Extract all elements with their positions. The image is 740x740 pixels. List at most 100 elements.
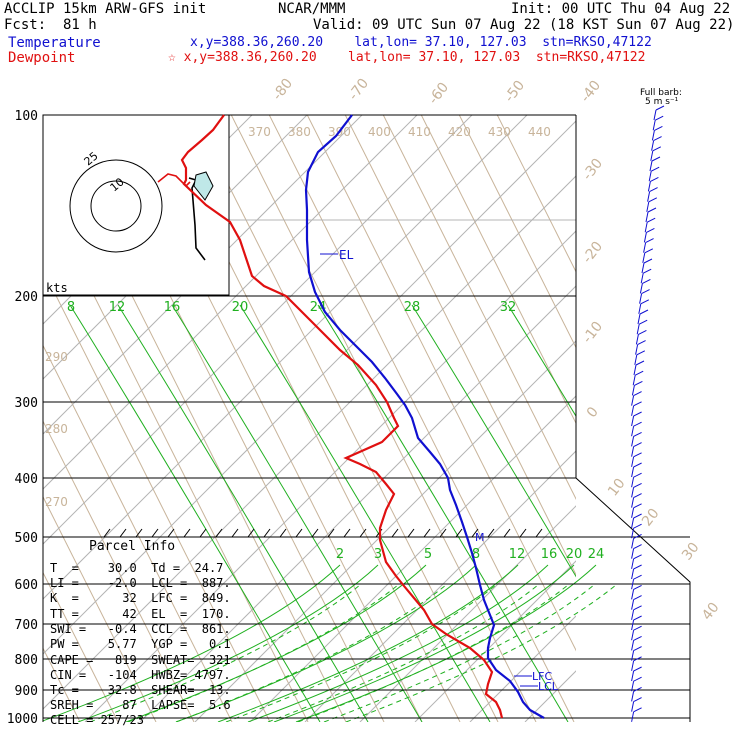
parcel-row: K = 32 LFC = 849.: [50, 591, 231, 605]
wind-barb-staff: [631, 558, 635, 569]
m-label: M: [475, 531, 485, 544]
theta-label: 430: [488, 125, 511, 139]
isotherm-label: -80: [270, 76, 297, 104]
hash-mark: [167, 528, 175, 538]
mixing-ratio-label: 20: [566, 547, 583, 562]
mixing-ratio-label: 12: [109, 300, 126, 315]
wind-barb-flag: [633, 584, 642, 590]
wind-barb-flag: [633, 595, 642, 601]
wind-barb-flag: [633, 554, 642, 560]
wind-barb-staff: [631, 456, 635, 467]
parcel-row: CIN = -104 HWBZ= 4797.: [50, 668, 231, 682]
wind-barb-staff: [631, 701, 635, 712]
wind-barb-flag: [649, 187, 658, 193]
isotherm-label: -70: [346, 76, 373, 104]
dry-adiabat: [43, 117, 347, 722]
wind-barb-flag: [633, 707, 642, 713]
wind-barb-staff: [646, 201, 650, 212]
wind-barb-staff: [649, 160, 653, 172]
mixing-ratio-line: [69, 304, 321, 722]
parcel-info-title: Parcel Info: [89, 539, 176, 554]
wind-barb-flag: [633, 482, 642, 488]
wind-barb-flag: [651, 156, 661, 162]
wind-barb-flag: [633, 431, 642, 437]
wind-barb-staff: [647, 181, 651, 192]
wind-barb-flag: [633, 493, 642, 499]
wind-barb-flag: [655, 105, 665, 111]
mixing-ratio-label: 16: [541, 547, 558, 562]
hash-mark: [151, 528, 159, 538]
isotherm: [43, 120, 576, 655]
dry-adiabat: [43, 571, 119, 722]
isotherm: [359, 505, 576, 722]
isotherm-label: 10: [605, 476, 629, 500]
hash-mark: [311, 528, 319, 538]
hash-mark: [199, 528, 207, 538]
hash-mark: [391, 528, 399, 538]
wind-barb-staff: [631, 466, 635, 478]
wind-barb-flag: [654, 125, 663, 131]
hash-mark: [263, 528, 271, 538]
isotherm: [194, 340, 576, 722]
wind-barb-staff: [639, 293, 643, 304]
isotherm: [43, 115, 473, 545]
wind-barb-staff: [652, 120, 656, 131]
isotherm-label: -20: [580, 239, 607, 267]
wind-barb-flag: [633, 615, 642, 621]
wind-barb-flag: [643, 258, 653, 264]
wind-barb-staff: [631, 395, 635, 406]
theta-label: 400: [368, 125, 391, 139]
isotherm-label: -50: [502, 78, 529, 106]
hodograph-ring-outer: [69, 159, 163, 253]
isotherm-label: 40: [699, 600, 723, 624]
isotherm: [139, 285, 576, 722]
valid-time: Valid: 09 UTC Sun 07 Aug 22 (18 KST Sun …: [313, 17, 735, 33]
wind-barb-staff: [631, 548, 635, 559]
hodograph-ring-inner: [90, 180, 142, 232]
mixing-ratio-label: 24: [310, 300, 327, 315]
wind-barb-staff: [631, 477, 635, 488]
hash-mark: [247, 528, 255, 538]
wind-barb-staff: [631, 711, 635, 722]
theta-label: 290: [45, 350, 68, 364]
wind-barb-flag: [633, 401, 642, 407]
isotherm-label: 0: [584, 404, 602, 421]
hash-mark: [327, 528, 335, 538]
wind-barb-flag: [636, 350, 646, 356]
wind-barb-staff: [631, 619, 635, 631]
mixing-ratio-line: [239, 304, 491, 722]
mixing-ratio-dashed-line: [225, 584, 497, 722]
hodograph-low-trace: [157, 173, 191, 188]
init-time: Init: 00 UTC Thu 04 Aug 22: [511, 1, 731, 17]
wind-barb-staff: [634, 354, 638, 365]
mixing-ratio-label: 3: [374, 547, 382, 562]
isobar-label: 700: [15, 618, 38, 633]
wind-legend-line2: 5 m s⁻¹: [645, 97, 679, 107]
mixing-ratio-label: 8: [67, 300, 75, 315]
wind-barb-staff: [642, 252, 646, 263]
hash-mark: [455, 528, 463, 538]
wind-barb-staff: [651, 130, 655, 141]
storm-motion-box: [193, 171, 214, 201]
dry-adiabat: [43, 192, 309, 722]
wind-barb-flag: [644, 248, 654, 254]
fcst-value: 81 h: [63, 17, 97, 33]
isotherm: [43, 175, 576, 710]
hodograph-units: kts: [46, 281, 68, 295]
isotherm: [635, 115, 740, 722]
mixing-ratio-label: 32: [500, 300, 517, 315]
wind-barb-staff: [640, 273, 644, 284]
isobar-label: 200: [15, 290, 38, 305]
temperature-legend: Temperature: [8, 35, 101, 51]
hash-mark: [103, 528, 111, 538]
wind-barb-staff: [643, 232, 647, 243]
wind-barb-flag: [650, 166, 660, 172]
wind-barb-flag: [648, 197, 658, 203]
dry-adiabat: [496, 115, 576, 273]
theta-label: 420: [448, 125, 471, 139]
hash-mark: [279, 528, 287, 538]
wind-barb-flag: [633, 625, 642, 631]
mixing-ratio-line: [117, 304, 369, 722]
hash-mark: [119, 528, 127, 538]
wind-barb-flag: [635, 360, 645, 366]
